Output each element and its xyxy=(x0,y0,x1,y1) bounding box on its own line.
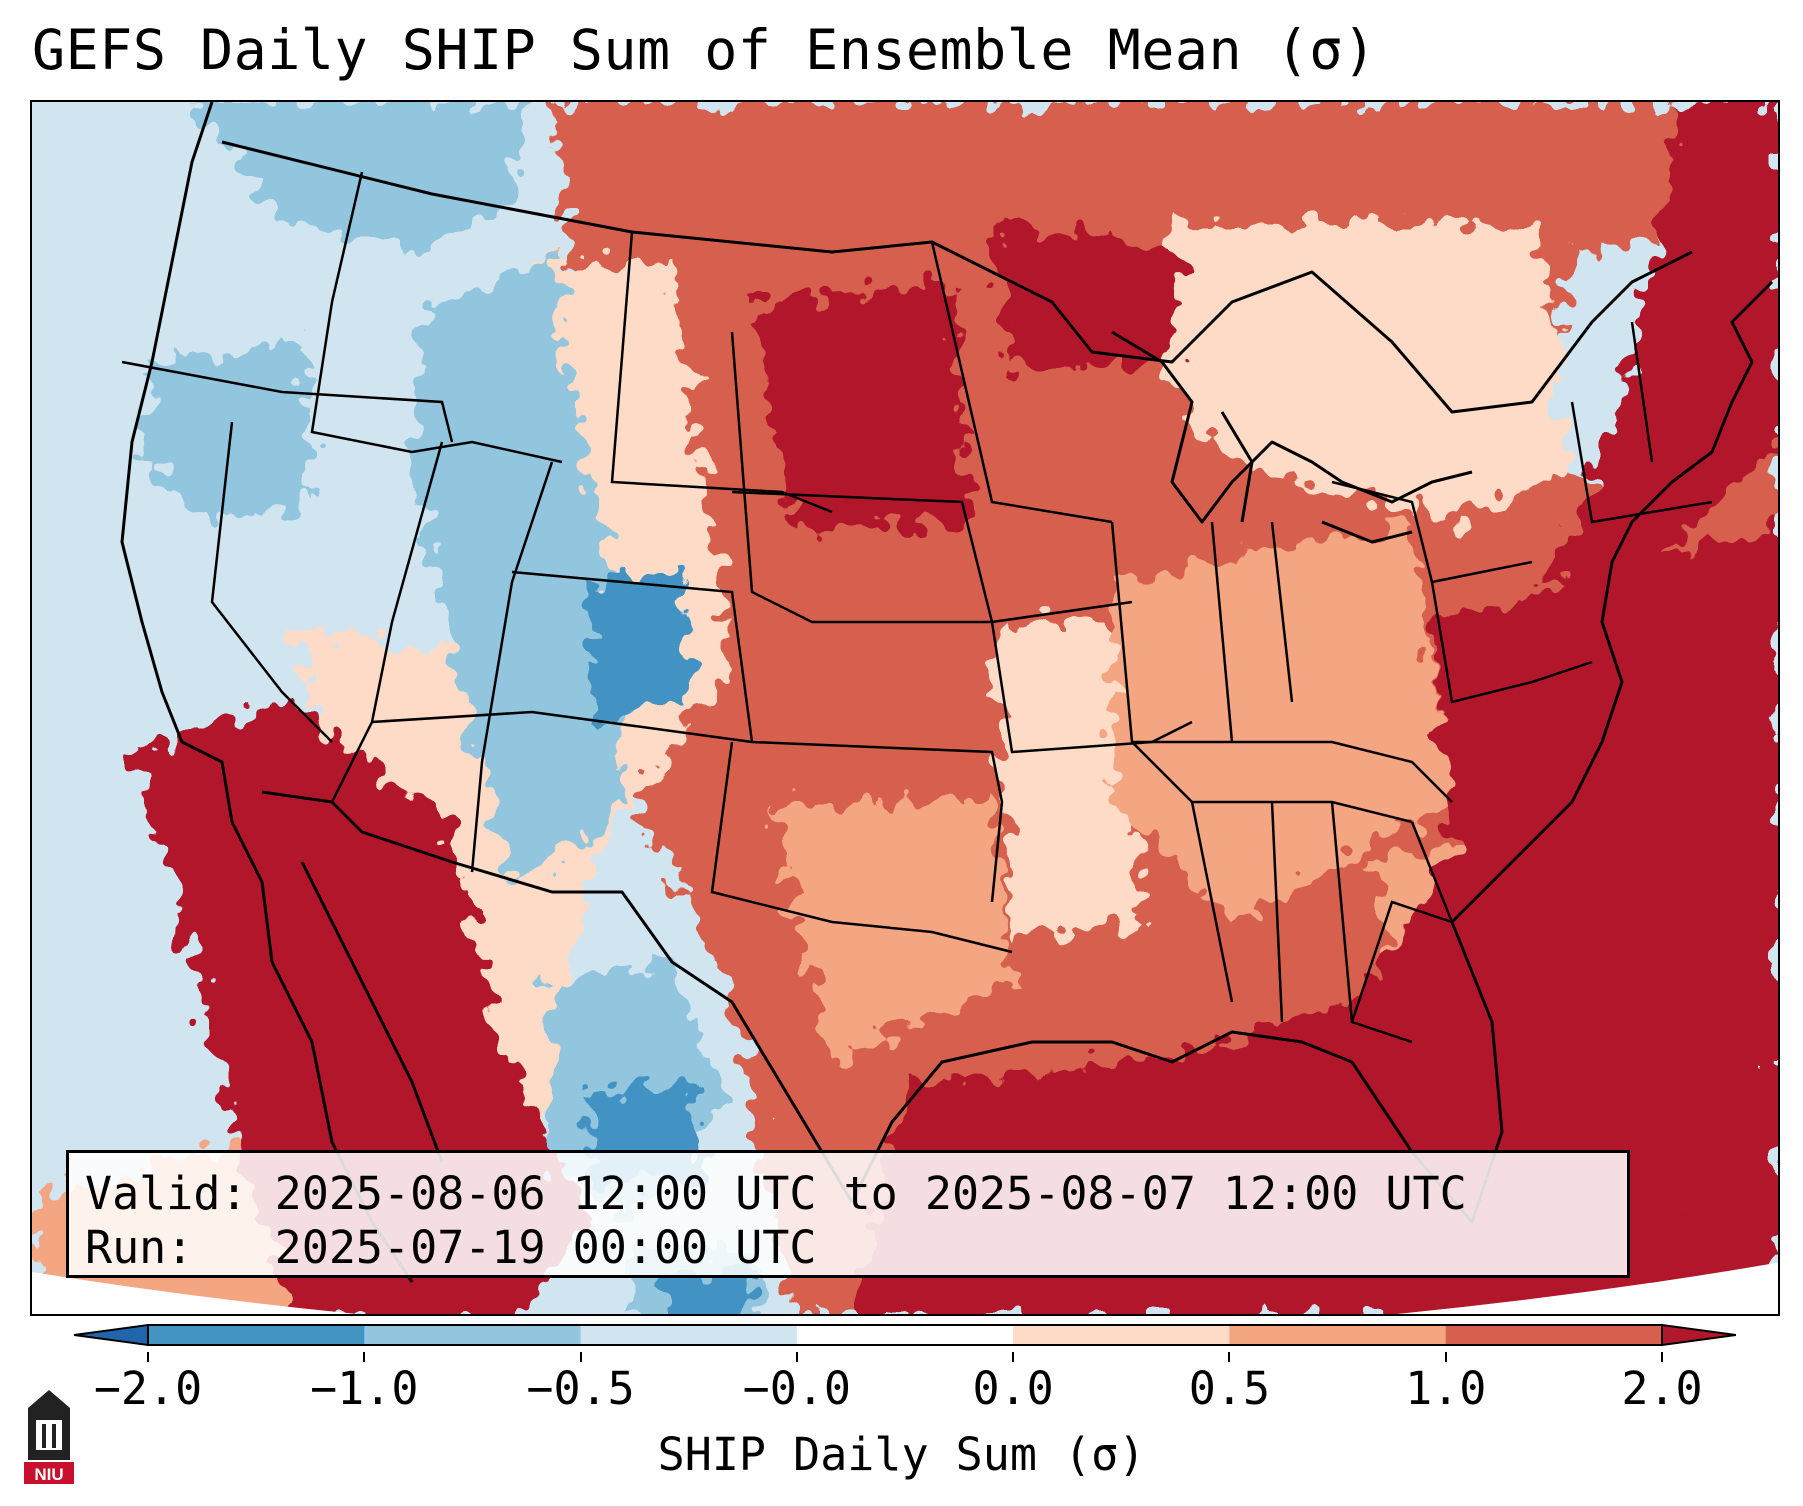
colorbar-extend-high xyxy=(1661,1323,1736,1347)
colorbar-bin xyxy=(1229,1325,1447,1345)
us-canada-border xyxy=(221,140,1693,414)
atlantic-coast xyxy=(1450,280,1774,924)
colorbar-tick xyxy=(579,1352,582,1362)
colorbar-bin xyxy=(148,1325,365,1345)
colorbar-bin xyxy=(580,1325,798,1345)
colorbar-tick-label: 0.0 xyxy=(972,1362,1054,1415)
colorbar-tick xyxy=(1444,1352,1447,1362)
colorbar-tick xyxy=(795,1352,798,1362)
colorbar-extend-low xyxy=(74,1323,149,1347)
colorbar-label: SHIP Daily Sum (σ) xyxy=(657,1428,1146,1481)
colorbar-tick xyxy=(1661,1352,1663,1362)
colorbar-outline xyxy=(147,1324,1663,1346)
valid-run-info-box: Valid: 2025-08-06 12:00 UTC to 2025-08-0… xyxy=(66,1150,1630,1278)
state-borders xyxy=(121,171,1713,1044)
niu-logo: NIU xyxy=(24,1390,74,1484)
colorbar-bin xyxy=(796,1325,1014,1345)
us-mexico-border xyxy=(261,790,854,1203)
colorbar-tick xyxy=(147,1352,149,1362)
ship-field-map xyxy=(32,102,1778,1314)
colorbar-bin xyxy=(1013,1325,1230,1345)
colorbar-tick-label: −2.0 xyxy=(93,1362,203,1415)
colorbar-tick-label: 0.5 xyxy=(1188,1362,1271,1415)
west-coast xyxy=(120,102,234,823)
run-time-text: Run: 2025-07-19 00:00 UTC xyxy=(85,1221,817,1274)
map-panel xyxy=(30,100,1780,1316)
colorbar-tick-label: 1.0 xyxy=(1405,1362,1487,1415)
coastlines-and-borders xyxy=(120,102,1774,1283)
colorbar-bin xyxy=(364,1325,582,1345)
svg-text:NIU: NIU xyxy=(34,1465,63,1484)
colorbar-bins xyxy=(148,1325,1663,1345)
map-title: GEFS Daily SHIP Sum of Ensemble Mean (σ) xyxy=(32,18,1377,82)
colorbar-tick-label: −0.5 xyxy=(526,1362,635,1415)
projection-edge xyxy=(32,1262,1778,1314)
colorbar-tick xyxy=(1228,1352,1231,1362)
colorbar-tick xyxy=(363,1352,366,1362)
colorbar-tick-label: −1.0 xyxy=(310,1362,419,1415)
colorbar-bin xyxy=(1445,1325,1663,1345)
colorbar xyxy=(74,1323,1736,1347)
colorbar-tick-label: 2.0 xyxy=(1621,1362,1703,1415)
gulf-coast xyxy=(850,921,1504,1224)
colorbar-tick xyxy=(1012,1352,1015,1362)
valid-time-text: Valid: 2025-08-06 12:00 UTC to 2025-08-0… xyxy=(85,1167,1467,1220)
colorbar-tick-label: −0.0 xyxy=(742,1362,852,1415)
